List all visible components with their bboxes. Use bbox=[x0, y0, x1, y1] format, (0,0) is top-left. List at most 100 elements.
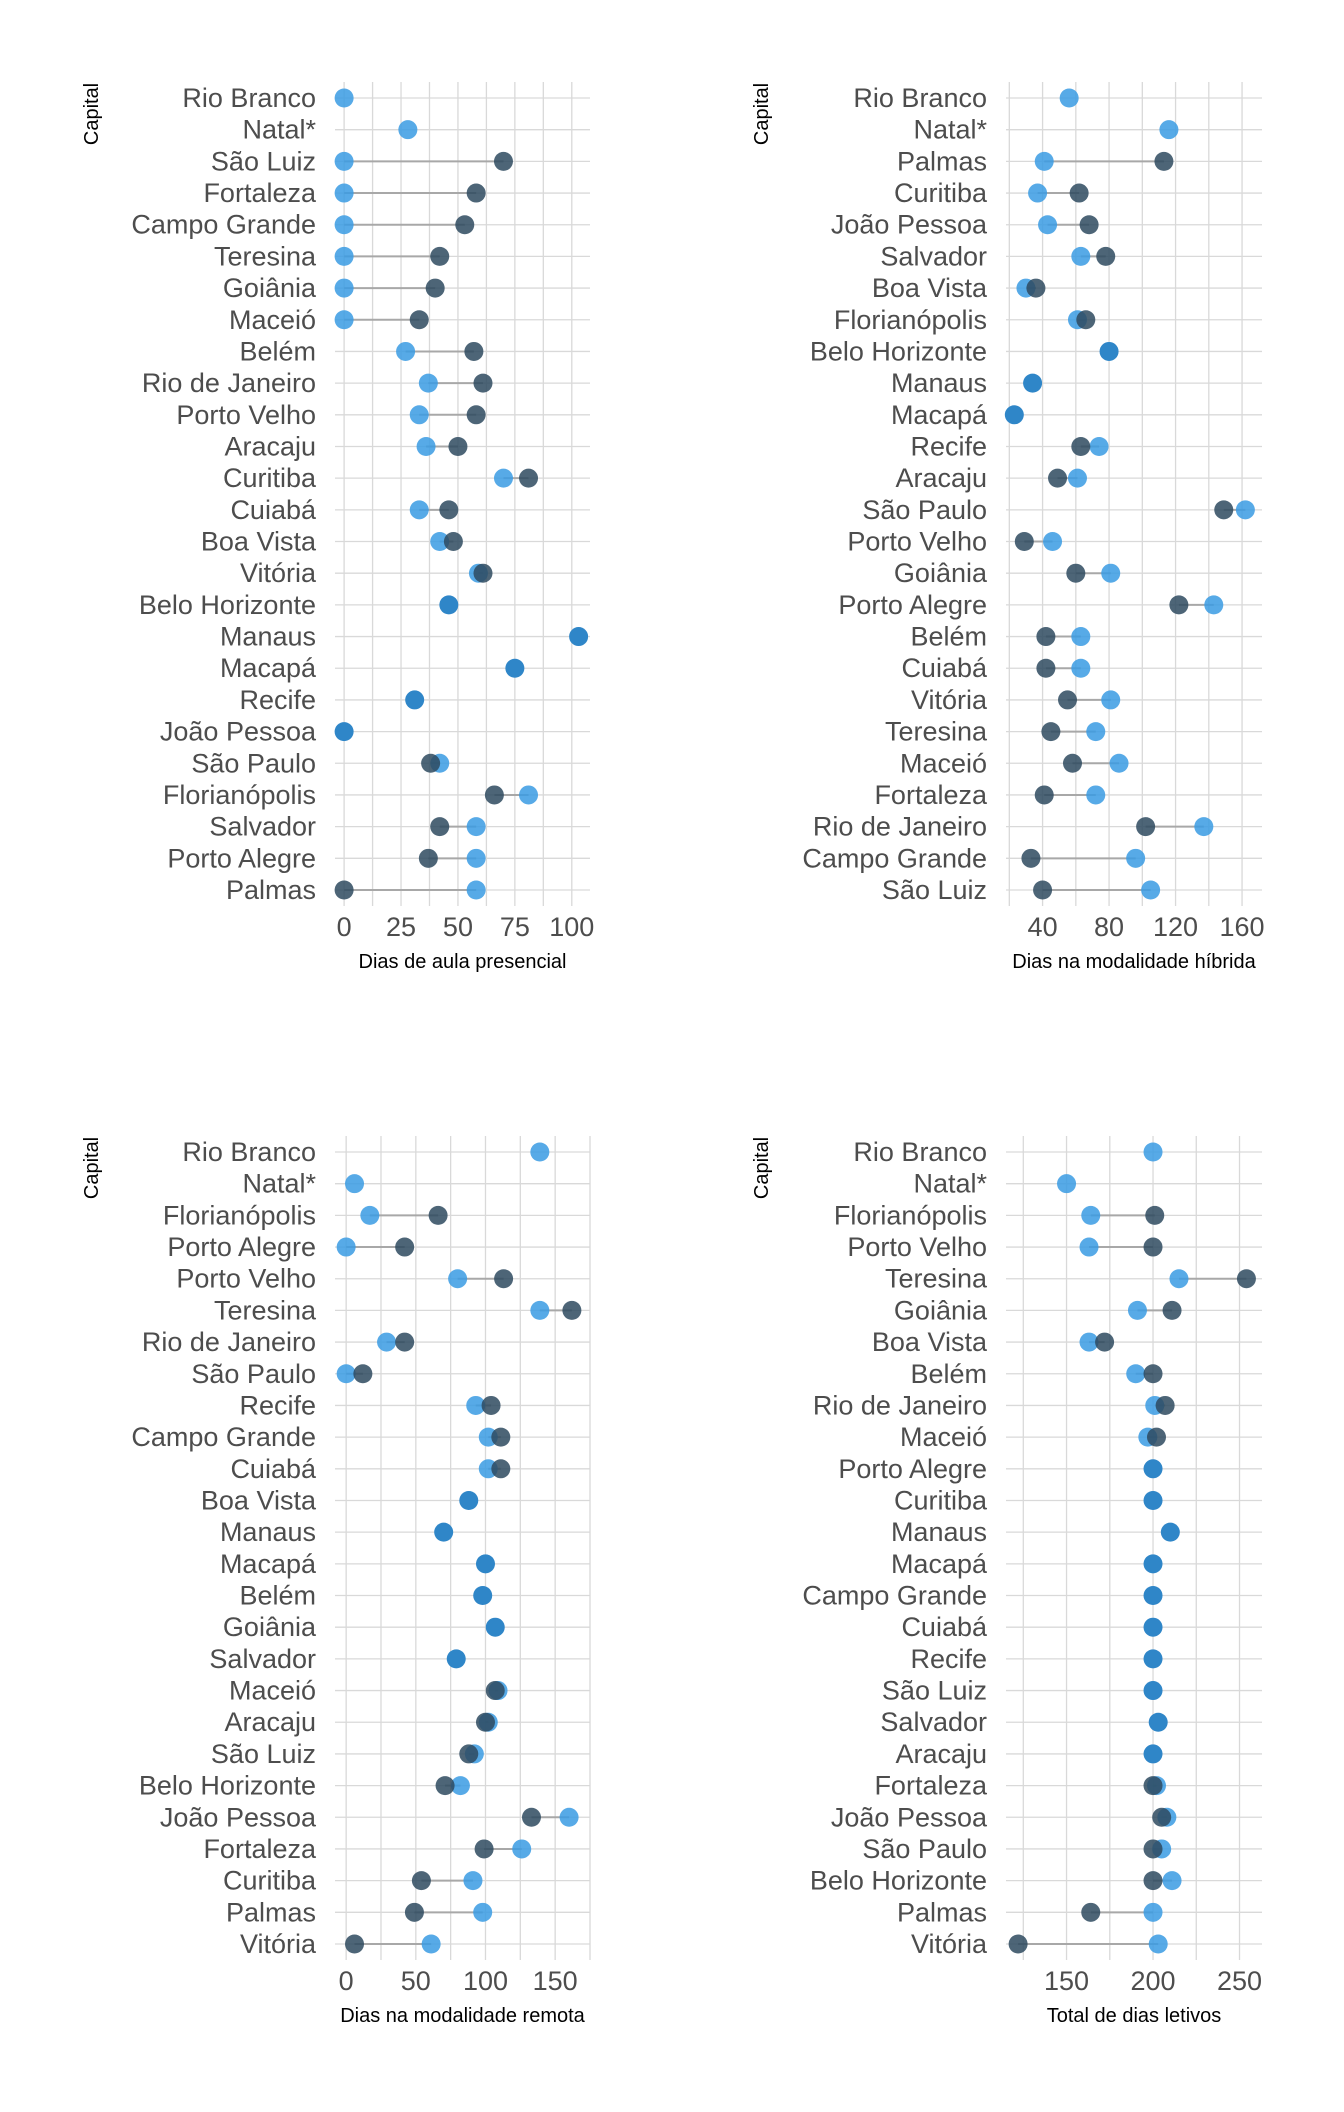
data-point-end bbox=[1059, 88, 1079, 108]
dumbbell-row bbox=[1008, 1934, 1168, 1954]
y-tick-label: Teresina bbox=[885, 1264, 988, 1294]
y-tick-label: São Luiz bbox=[882, 875, 987, 905]
data-point-end bbox=[334, 183, 354, 203]
data-point-end bbox=[334, 151, 354, 171]
data-point-start bbox=[1034, 785, 1054, 805]
data-point-start bbox=[1081, 1902, 1101, 1922]
data-point-start bbox=[464, 341, 484, 361]
y-tick-label: Rio de Janeiro bbox=[142, 368, 316, 398]
y-tick-label: Belém bbox=[910, 1359, 987, 1389]
y-tick-label: Curitiba bbox=[223, 1866, 317, 1896]
dumbbell-row bbox=[530, 1300, 582, 1320]
y-tick-label: Maceió bbox=[229, 305, 316, 335]
data-point-end bbox=[1126, 848, 1146, 868]
y-tick-label: Rio Branco bbox=[182, 83, 316, 113]
data-point-start bbox=[1155, 1395, 1175, 1415]
dumbbell-row bbox=[334, 183, 486, 203]
x-tick-label: 50 bbox=[443, 912, 473, 942]
data-point-end bbox=[1194, 817, 1214, 837]
dumbbell-row bbox=[1143, 1617, 1163, 1637]
y-tick-label: Porto Velho bbox=[847, 527, 987, 557]
y-tick-label: Cuiabá bbox=[901, 1612, 988, 1642]
data-point-start bbox=[418, 848, 438, 868]
dumbbell-row bbox=[466, 1395, 501, 1415]
dumbbell-row bbox=[1143, 1142, 1163, 1162]
dumbbell-row bbox=[398, 120, 418, 140]
data-point-start bbox=[484, 785, 504, 805]
data-point-end bbox=[1071, 246, 1091, 266]
y-tick-label: Porto Velho bbox=[176, 1264, 316, 1294]
y-tick-label: Porto Alegre bbox=[167, 1232, 316, 1262]
data-point-end bbox=[421, 1934, 441, 1954]
data-point-end bbox=[1109, 753, 1129, 773]
data-point-start bbox=[421, 753, 441, 773]
data-point-end bbox=[1089, 436, 1109, 456]
data-point-end bbox=[334, 246, 354, 266]
data-point-start bbox=[562, 1300, 582, 1320]
dumbbell-row bbox=[459, 1744, 484, 1764]
y-tick-label: Cuiabá bbox=[230, 495, 317, 525]
dumbbell-row bbox=[1038, 215, 1099, 235]
dumbbell-row bbox=[345, 1174, 365, 1194]
x-tick-label: 160 bbox=[1220, 912, 1265, 942]
y-tick-label: Teresina bbox=[214, 241, 317, 271]
data-point-end bbox=[1143, 1142, 1163, 1162]
y-tick-label: Macapá bbox=[220, 653, 317, 683]
dumbbell-row bbox=[334, 722, 354, 742]
dumbbell-row bbox=[334, 880, 486, 900]
data-point-end bbox=[430, 532, 450, 552]
data-point-start bbox=[448, 436, 468, 456]
y-tick-label: João Pessoa bbox=[160, 717, 317, 747]
data-point-end bbox=[1235, 500, 1255, 520]
data-point-overlap bbox=[1143, 1586, 1163, 1606]
y-tick-label: Salvador bbox=[209, 1644, 316, 1674]
dumbbell-row bbox=[1143, 1776, 1166, 1796]
data-point-end bbox=[466, 1395, 486, 1415]
data-point-start bbox=[353, 1364, 373, 1384]
data-point-start bbox=[1041, 722, 1061, 742]
data-point-start bbox=[428, 1205, 448, 1225]
data-point-end bbox=[1159, 120, 1179, 140]
dumbbell-row bbox=[1057, 1174, 1077, 1194]
dumbbell-row bbox=[1148, 1712, 1168, 1732]
dumbbell-row bbox=[1143, 1649, 1163, 1669]
dumbbell-row bbox=[1152, 1807, 1177, 1827]
y-tick-label: Belém bbox=[910, 622, 987, 652]
y-tick-label: Goiânia bbox=[223, 1612, 317, 1642]
x-tick-label: 100 bbox=[463, 1966, 508, 1996]
dumbbell-row bbox=[1159, 120, 1179, 140]
dumbbell-row bbox=[1143, 1490, 1163, 1510]
y-tick-label: Boa Vista bbox=[201, 527, 317, 557]
y-tick-label: São Paulo bbox=[862, 1834, 987, 1864]
y-tick-label: João Pessoa bbox=[160, 1802, 317, 1832]
y-tick-label: Salvador bbox=[880, 1707, 987, 1737]
dumbbell-row bbox=[1099, 341, 1119, 361]
data-point-overlap bbox=[1143, 1744, 1163, 1764]
data-point-end bbox=[1028, 183, 1048, 203]
y-tick-label: Natal* bbox=[913, 115, 987, 145]
dumbbell-row bbox=[1143, 1839, 1172, 1859]
data-point-start bbox=[334, 880, 354, 900]
data-point-start bbox=[1143, 1839, 1163, 1859]
data-point-end bbox=[336, 1364, 356, 1384]
data-point-overlap bbox=[473, 1586, 493, 1606]
y-tick-label: Porto Velho bbox=[176, 400, 316, 430]
y-tick-label: Curitiba bbox=[223, 463, 317, 493]
data-point-start bbox=[1079, 215, 1099, 235]
data-point-start bbox=[1033, 880, 1053, 900]
x-tick-label: 120 bbox=[1153, 912, 1198, 942]
data-point-overlap bbox=[434, 1522, 454, 1542]
data-point-start bbox=[1036, 658, 1056, 678]
data-point-end bbox=[1126, 1364, 1146, 1384]
dumbbell-row bbox=[530, 1142, 550, 1162]
dumbbell-row bbox=[1160, 1522, 1180, 1542]
data-point-end bbox=[466, 848, 486, 868]
y-tick-label: Campo Grande bbox=[802, 1581, 987, 1611]
data-point-end bbox=[466, 817, 486, 837]
dumbbell-row bbox=[1034, 785, 1106, 805]
gridlines bbox=[1006, 1136, 1262, 1960]
y-tick-label: Boa Vista bbox=[201, 1485, 317, 1515]
data-point-start bbox=[1069, 183, 1089, 203]
data-point-end bbox=[334, 278, 354, 298]
